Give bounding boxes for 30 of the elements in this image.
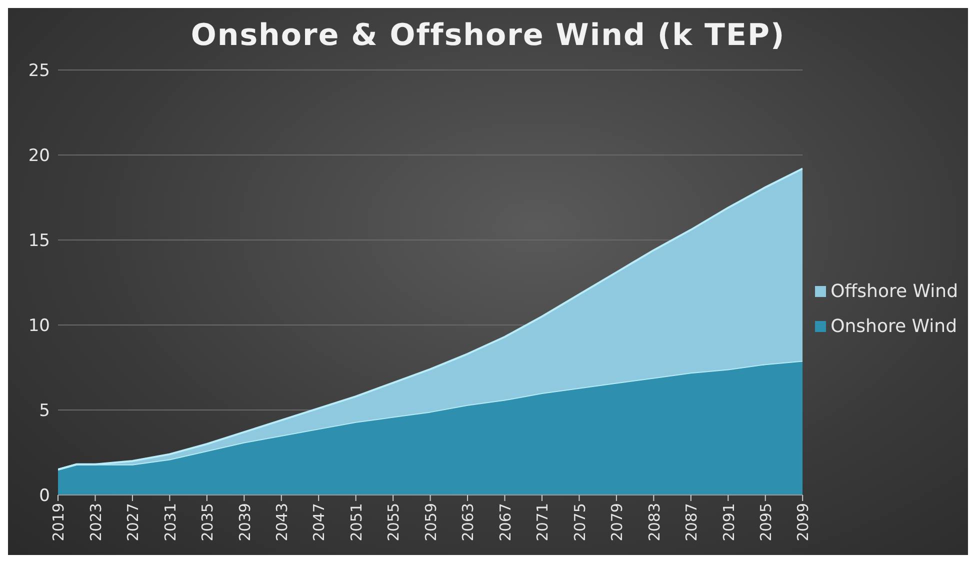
x-tick-label: 2055 (384, 503, 403, 542)
x-tick-label: 2063 (459, 503, 478, 542)
x-tick-label: 2039 (236, 503, 254, 542)
x-tick-label: 2091 (720, 503, 738, 542)
x-tick-label: 2027 (124, 503, 142, 542)
x-tick-label: 2071 (534, 503, 552, 542)
x-tick-label: 2035 (198, 503, 217, 542)
x-tick-label: 2047 (310, 503, 328, 542)
y-tick-label: 5 (39, 401, 50, 422)
chart-title: Onshore & Offshore Wind (k TEP) (190, 17, 786, 55)
x-tick-label: 2051 (347, 503, 366, 542)
y-tick-label: 10 (28, 316, 50, 336)
legend-label: Offshore Wind (830, 280, 958, 302)
x-tick-label: 2023 (86, 503, 105, 542)
y-tick-label: 20 (28, 146, 50, 166)
y-tick-label: 15 (28, 231, 50, 252)
x-tick-label: 2043 (273, 503, 292, 542)
x-tick-label: 2067 (496, 503, 514, 542)
x-tick-label: 2095 (757, 503, 776, 542)
x-tick-label: 2075 (570, 503, 589, 542)
y-tick-label: 25 (28, 61, 50, 82)
x-tick-label: 2087 (682, 503, 701, 542)
x-tick-label: 2019 (50, 503, 68, 542)
x-tick-label: 2031 (161, 503, 180, 542)
x-tick-label: 2083 (645, 503, 664, 542)
x-tick-label: 2079 (608, 503, 626, 542)
x-tick-label: 2099 (794, 503, 812, 542)
x-tick-label: 2059 (422, 503, 440, 542)
y-tick-label: 0 (39, 486, 50, 506)
legend-label: Onshore Wind (830, 316, 958, 336)
